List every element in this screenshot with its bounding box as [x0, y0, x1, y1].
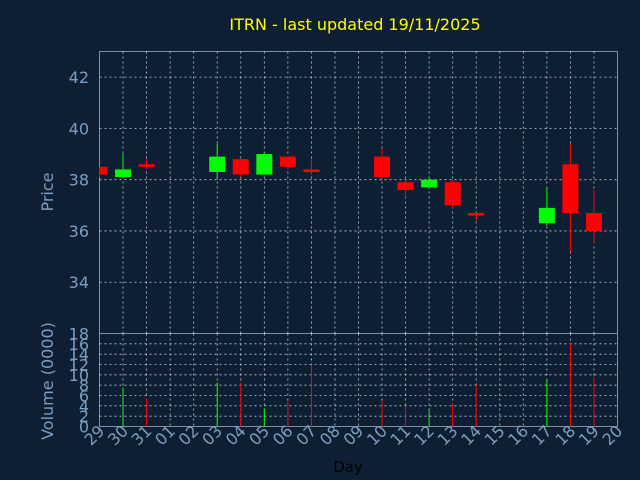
- volume-tick-label: 12: [69, 356, 89, 375]
- volume-tick-label: 4: [79, 397, 89, 416]
- axis-layer: 2930310102030405060708091011121314151617…: [69, 68, 627, 449]
- chart-title: ITRN - last updated 19/11/2025: [229, 15, 480, 34]
- candle-body: [99, 166, 108, 175]
- volume-tick-label: 2: [79, 407, 89, 426]
- price-tick-label: 38: [69, 171, 89, 190]
- candle-body: [538, 207, 555, 224]
- volume-tick-label: 16: [69, 335, 89, 354]
- candle-body: [468, 213, 485, 216]
- price-axis-label: Price: [38, 172, 57, 211]
- candle-body: [585, 213, 602, 231]
- candle-body: [256, 154, 273, 175]
- x-tick-label: 20: [598, 421, 626, 449]
- candle-body: [232, 159, 249, 175]
- volume-tick-label: 18: [69, 325, 89, 344]
- candle-body: [444, 182, 461, 206]
- price-tick-label: 42: [69, 68, 89, 87]
- volume-tick-label: 0: [79, 418, 89, 437]
- price-layer: [99, 143, 602, 252]
- volume-axis-label: Volume (0000): [38, 322, 57, 440]
- volume-tick-label: 10: [69, 366, 89, 385]
- grid-layer: [99, 51, 618, 427]
- candle-body: [279, 156, 296, 167]
- candle-body: [303, 169, 320, 172]
- volume-tick-label: 8: [79, 376, 89, 395]
- candle-body: [562, 164, 579, 214]
- candle-body: [115, 169, 132, 178]
- candle-body: [421, 179, 438, 188]
- candle-body: [374, 156, 391, 178]
- price-tick-label: 36: [69, 222, 89, 241]
- volume-tick-label: 14: [69, 345, 89, 364]
- price-tick-label: 34: [69, 273, 89, 292]
- volume-tick-label: 6: [79, 387, 89, 406]
- volume-layer: [122, 343, 595, 427]
- candle-body: [138, 164, 155, 167]
- price-tick-label: 40: [69, 119, 89, 138]
- candle-body: [397, 182, 414, 190]
- x-axis-label: Day: [333, 458, 363, 476]
- candle-body: [209, 156, 226, 172]
